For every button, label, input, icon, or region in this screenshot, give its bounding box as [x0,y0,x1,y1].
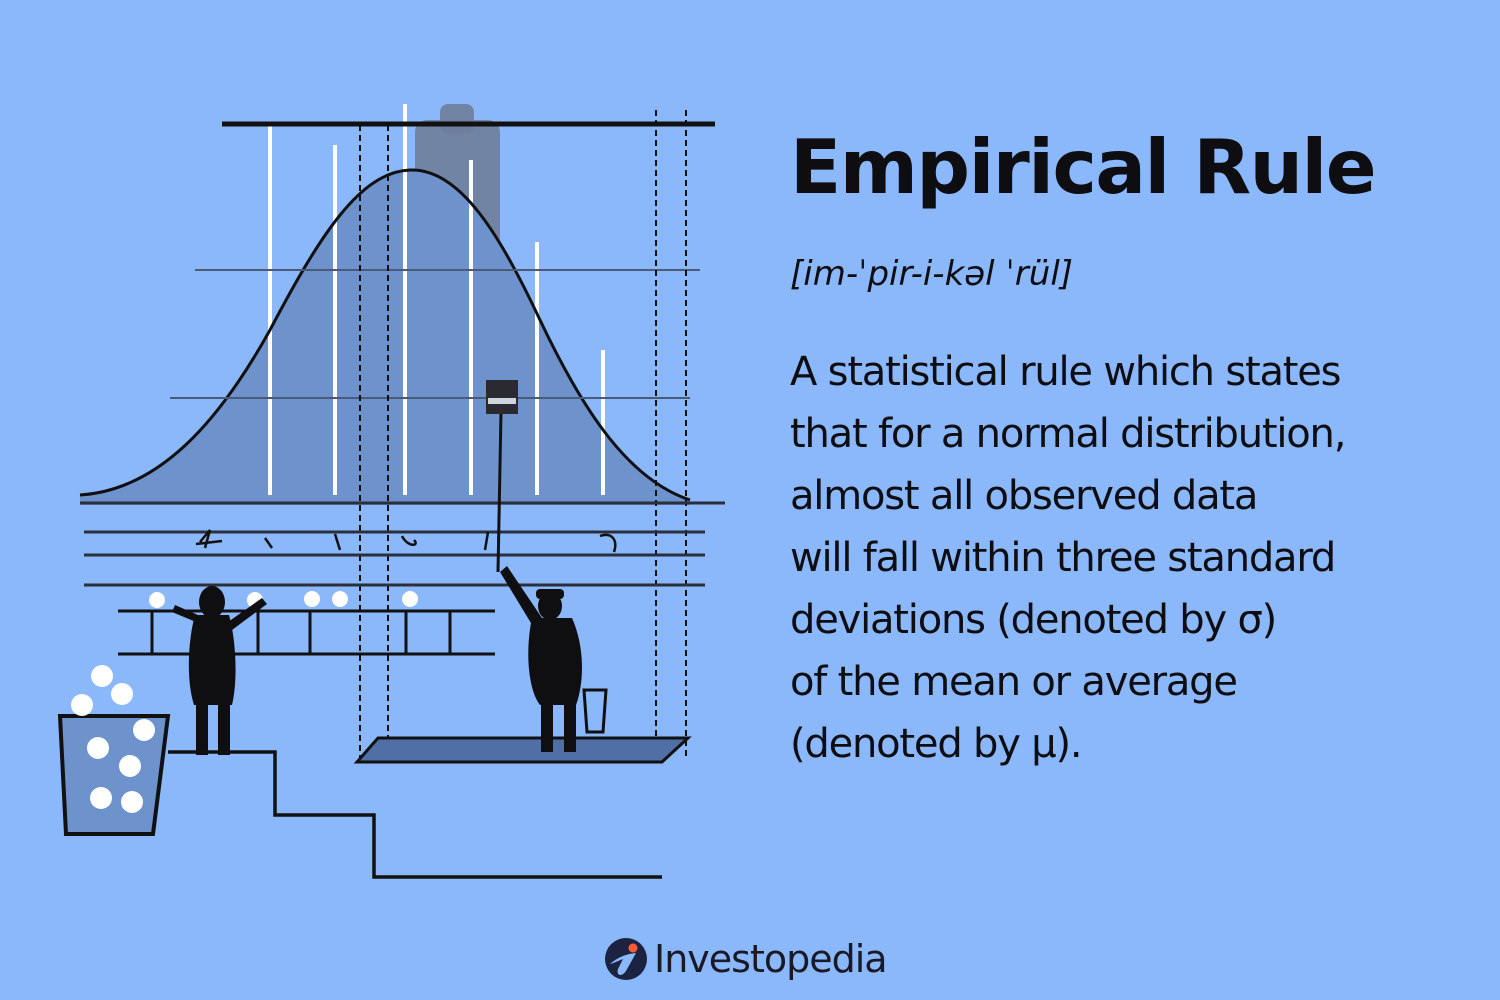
definition-panel: Empirical Rule [im-ˈpir-i-kəl ˈrül] A st… [790,130,1470,775]
dashed-verticals [359,110,687,760]
shelf-balls [149,591,418,608]
stairs-icon [168,750,662,879]
person-icon [172,586,267,755]
scale-marks [195,529,617,553]
investopedia-logo-icon [605,938,647,980]
bell-curve-icon [80,169,690,505]
paint-roller-icon [486,380,518,573]
white-bars [268,104,605,495]
definition-line: almost all observed data [790,473,1258,519]
brand-name: Investopedia [654,937,888,981]
pronunciation: [im-ˈpir-i-kəl ˈrül] [790,254,1074,294]
definition-line: (denoted by μ). [790,721,1083,767]
empirical-rule-illustration [57,104,725,879]
painter-person-icon [500,566,608,752]
definition-line: deviations (denoted by σ) [790,597,1277,643]
shelf-rack [118,609,495,656]
bell-curve-outline [79,168,691,502]
baseline-lines [80,501,725,587]
definition-line: will fall within three standard [790,535,1336,581]
bucket-icon [57,665,171,836]
page-title: Empirical Rule [790,123,1377,211]
definition-line: A statistical rule which states [790,349,1342,395]
guide-lines [170,269,700,399]
window-washer-platform [353,736,692,764]
brand-logo: Investopedia [604,932,888,986]
definition-text: A statistical rule which states that for… [790,341,1470,775]
definition-line: of the mean or average [790,659,1238,705]
definition-line: that for a normal distribution, [790,411,1346,457]
